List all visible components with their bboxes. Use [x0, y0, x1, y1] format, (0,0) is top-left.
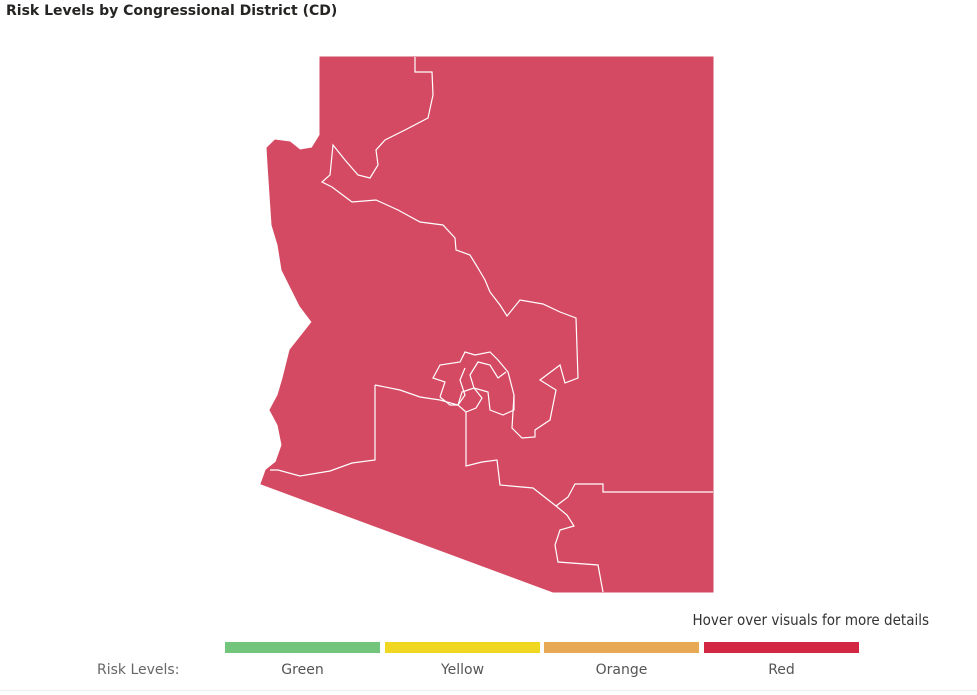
district-boundary: [374, 384, 604, 593]
legend-swatch-orange: [544, 642, 699, 653]
legend-label: Risk Levels:: [97, 662, 180, 678]
district-boundaries: [270, 57, 713, 593]
legend-swatch-yellow: [385, 642, 540, 653]
divider: [0, 690, 977, 691]
legend-item-yellow: Yellow: [440, 662, 485, 678]
legend-item-orange: Orange: [595, 662, 648, 678]
legend-item-red: Red: [768, 662, 795, 678]
hover-hint: Hover over visuals for more details: [692, 611, 929, 629]
district-boundary: [439, 367, 466, 406]
legend-swatch-red: [704, 642, 859, 653]
district-boundary: [555, 483, 713, 507]
legend-item-green: Green: [281, 662, 324, 678]
district-map[interactable]: [0, 0, 977, 600]
visual-title: Risk Levels by Congressional District (C…: [6, 3, 338, 19]
district-boundary: [270, 385, 376, 477]
state-outline[interactable]: [260, 56, 714, 593]
legend-swatch-green: [225, 642, 380, 653]
district-boundary: [320, 57, 579, 439]
district-boundary: [465, 361, 507, 413]
